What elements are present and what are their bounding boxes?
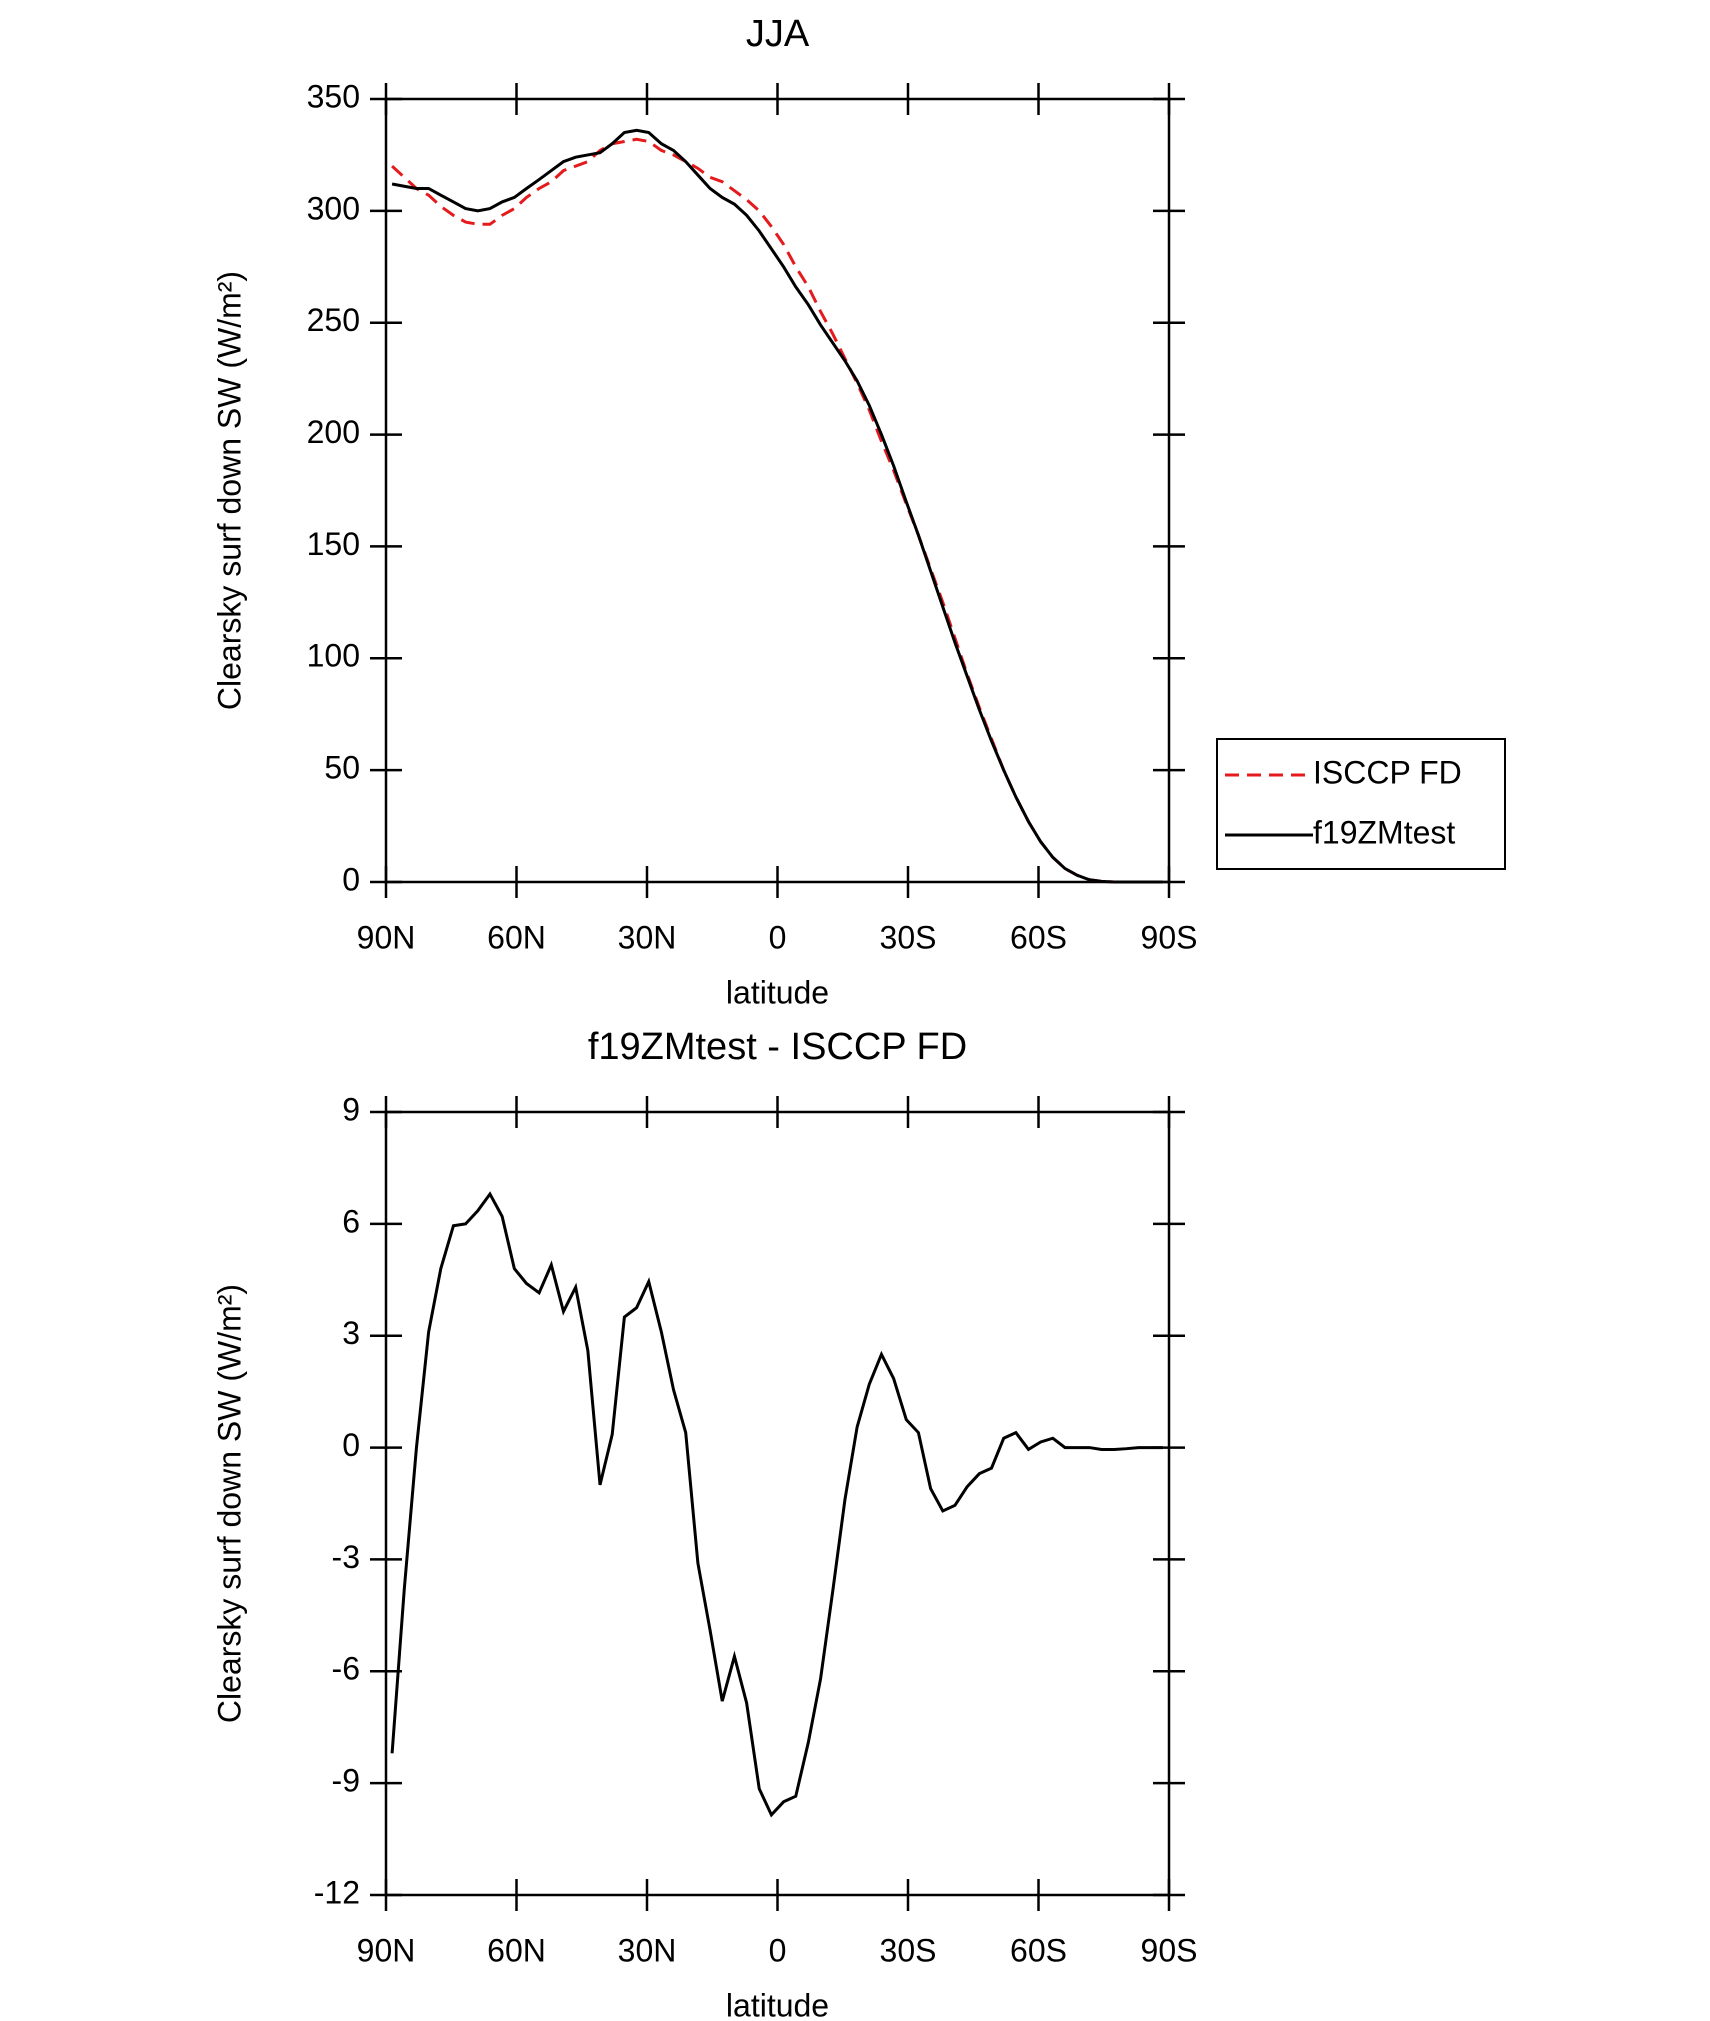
y-tick-label: -9 — [332, 1763, 360, 1799]
y-tick-label: 6 — [342, 1203, 360, 1239]
x-tick-label: 60N — [487, 919, 546, 955]
y-axis-label: Clearsky surf down SW (W/m²) — [211, 1284, 247, 1723]
x-tick-label: 30S — [880, 919, 937, 955]
y-tick-label: 300 — [307, 190, 360, 226]
x-axis-label: latitude — [726, 974, 829, 1010]
x-tick-label: 0 — [769, 919, 787, 955]
x-tick-label: 60S — [1010, 919, 1067, 955]
x-tick-label: 90N — [357, 1932, 416, 1968]
x-tick-label: 90S — [1141, 1932, 1198, 1968]
y-tick-label: -6 — [332, 1651, 360, 1687]
y-tick-label: 150 — [307, 526, 360, 562]
legend-label: f19ZMtest — [1313, 814, 1455, 850]
y-tick-label: -12 — [314, 1874, 360, 1910]
chart-title: f19ZMtest - ISCCP FD — [588, 1026, 967, 1068]
y-axis-label: Clearsky surf down SW (W/m²) — [211, 271, 247, 710]
x-tick-label: 90N — [357, 919, 416, 955]
x-tick-label: 90S — [1141, 919, 1198, 955]
legend-box — [1216, 738, 1506, 870]
y-tick-label: 9 — [342, 1091, 360, 1127]
x-tick-label: 30S — [880, 1932, 937, 1968]
y-tick-label: 50 — [324, 750, 360, 786]
legend-label: ISCCP FD — [1313, 754, 1462, 790]
y-tick-label: -3 — [332, 1539, 360, 1575]
y-tick-label: 0 — [342, 861, 360, 897]
x-tick-label: 30N — [618, 1932, 677, 1968]
data-line — [391, 128, 1163, 884]
data-line — [391, 137, 1163, 884]
x-tick-label: 60N — [487, 1932, 546, 1968]
plot-frame — [384, 1110, 1171, 1897]
chart-title: JJA — [746, 13, 810, 55]
y-tick-label: 3 — [342, 1315, 360, 1351]
y-tick-label: 0 — [342, 1427, 360, 1463]
x-tick-label: 60S — [1010, 1932, 1067, 1968]
x-tick-label: 30N — [618, 919, 677, 955]
y-tick-label: 350 — [307, 78, 360, 114]
data-line — [390, 1191, 1163, 1818]
y-tick-label: 100 — [307, 638, 360, 674]
y-tick-label: 200 — [307, 414, 360, 450]
x-axis-label: latitude — [726, 1987, 829, 2021]
x-tick-label: 0 — [769, 1932, 787, 1968]
y-tick-label: 250 — [307, 302, 360, 338]
plot-frame — [384, 97, 1171, 884]
